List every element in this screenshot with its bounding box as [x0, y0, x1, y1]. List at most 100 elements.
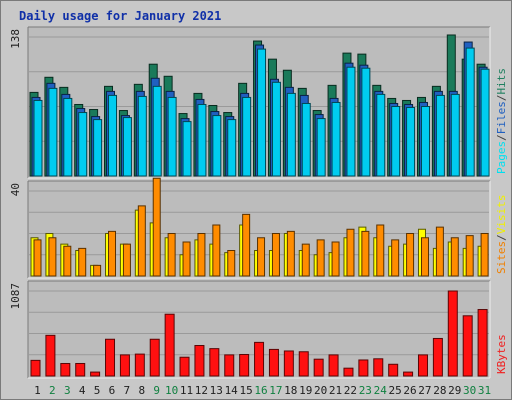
bar-sites-day-12 — [197, 233, 206, 277]
bar-sites-day-18 — [286, 230, 295, 277]
legend-entry: Pages — [495, 141, 508, 174]
bar-sites-day-27 — [420, 237, 429, 277]
bar-sites-day-16 — [257, 237, 266, 277]
bar-sites-day-5 — [93, 264, 102, 277]
bar-kbytes-day-24 — [373, 358, 384, 377]
day-label-25: 25 — [389, 384, 402, 397]
bar-sites-day-9 — [152, 177, 161, 277]
bar-pages-day-15 — [242, 96, 252, 177]
day-label-15: 15 — [239, 384, 252, 397]
bar-pages-day-10 — [167, 96, 177, 177]
bar-pages-day-31 — [480, 68, 490, 177]
legend-kbytes: KBytes — [495, 334, 508, 374]
day-label-19: 19 — [299, 384, 312, 397]
bar-pages-day-9 — [152, 85, 162, 177]
bar-sites-day-24 — [376, 224, 385, 277]
day-label-5: 5 — [94, 384, 101, 397]
panel-kbytes: 1087 KBytes — [9, 280, 508, 379]
bar-kbytes-day-5 — [90, 371, 101, 377]
legend-entry: Hits — [495, 68, 508, 95]
day-label-13: 13 — [210, 384, 223, 397]
day-label-30: 30 — [463, 384, 476, 397]
legend-visits-sites: Sites/Visits — [495, 195, 508, 275]
bar-kbytes-day-23 — [358, 359, 369, 377]
legend-entry: KBytes — [495, 334, 508, 374]
bar-pages-day-23 — [361, 67, 371, 177]
day-label-22: 22 — [344, 384, 357, 397]
bar-pages-day-29 — [450, 93, 460, 177]
bar-kbytes-day-3 — [60, 362, 71, 377]
day-label-18: 18 — [284, 384, 297, 397]
bar-sites-day-7 — [122, 243, 131, 277]
bar-sites-day-4 — [78, 247, 87, 277]
bar-pages-day-25 — [391, 106, 401, 177]
bar-pages-day-21 — [331, 101, 341, 177]
bar-sites-day-8 — [137, 205, 146, 277]
day-label-16: 16 — [254, 384, 267, 397]
bar-sites-day-31 — [480, 233, 489, 277]
bar-kbytes-day-18 — [283, 350, 294, 377]
bar-kbytes-day-21 — [328, 354, 339, 377]
legend-entry: Visits — [495, 195, 508, 235]
bar-pages-day-24 — [376, 93, 386, 177]
bar-pages-day-7 — [122, 117, 132, 177]
day-label-11: 11 — [180, 384, 193, 397]
bar-kbytes-day-1 — [30, 359, 41, 377]
bar-sites-day-11 — [182, 241, 191, 277]
bar-sites-day-29 — [450, 237, 459, 277]
bar-kbytes-day-2 — [45, 334, 56, 377]
day-label-8: 8 — [138, 384, 145, 397]
bar-kbytes-day-25 — [388, 363, 399, 377]
bar-pages-day-5 — [93, 119, 103, 177]
bar-kbytes-day-15 — [239, 353, 250, 377]
bar-kbytes-day-13 — [209, 348, 220, 377]
bar-sites-day-20 — [316, 239, 325, 277]
bar-sites-day-19 — [301, 243, 310, 277]
bar-sites-day-13 — [212, 224, 221, 277]
ymax-tick-label: 40 — [9, 183, 22, 196]
bar-kbytes-day-31 — [477, 309, 488, 377]
bar-kbytes-day-27 — [417, 354, 428, 377]
bar-kbytes-day-29 — [447, 290, 458, 377]
day-label-24: 24 — [374, 384, 388, 397]
bar-pages-day-27 — [420, 106, 430, 177]
legend-hits-files-pages: Pages/Files/Hits — [495, 68, 508, 174]
bar-kbytes-day-4 — [75, 362, 86, 377]
bar-sites-day-10 — [167, 233, 176, 277]
bar-sites-day-23 — [361, 230, 370, 277]
day-label-3: 3 — [64, 384, 71, 397]
bar-kbytes-day-9 — [149, 338, 160, 377]
bar-pages-day-19 — [301, 102, 311, 177]
ymax-tick-label: 138 — [9, 29, 22, 49]
bar-kbytes-day-10 — [164, 313, 175, 377]
bar-sites-day-22 — [346, 228, 355, 277]
bar-kbytes-day-7 — [119, 354, 130, 377]
day-label-23: 23 — [359, 384, 372, 397]
bar-sites-day-28 — [435, 226, 444, 277]
day-label-27: 27 — [418, 384, 431, 397]
legend-entry: / — [495, 95, 508, 102]
bar-sites-day-21 — [331, 241, 340, 277]
bar-pages-day-8 — [137, 95, 147, 177]
bar-pages-day-11 — [182, 121, 192, 177]
chart-title: Daily usage for January 2021 — [19, 9, 221, 23]
bar-kbytes-day-20 — [313, 358, 324, 377]
day-label-6: 6 — [109, 384, 116, 397]
bar-kbytes-day-8 — [134, 353, 145, 377]
bar-sites-day-25 — [391, 239, 400, 277]
bar-kbytes-day-6 — [105, 338, 116, 377]
legend-entry: Sites — [495, 241, 508, 274]
bar-sites-day-14 — [227, 250, 236, 277]
bar-pages-day-1 — [33, 99, 43, 177]
bar-pages-day-16 — [257, 48, 267, 177]
day-label-21: 21 — [329, 384, 342, 397]
bar-kbytes-day-19 — [298, 351, 309, 377]
bar-kbytes-day-12 — [194, 345, 205, 377]
bar-pages-day-22 — [346, 66, 356, 177]
day-label-4: 4 — [79, 384, 86, 397]
legend-entry: Files — [495, 101, 508, 134]
bar-sites-day-2 — [48, 237, 57, 277]
